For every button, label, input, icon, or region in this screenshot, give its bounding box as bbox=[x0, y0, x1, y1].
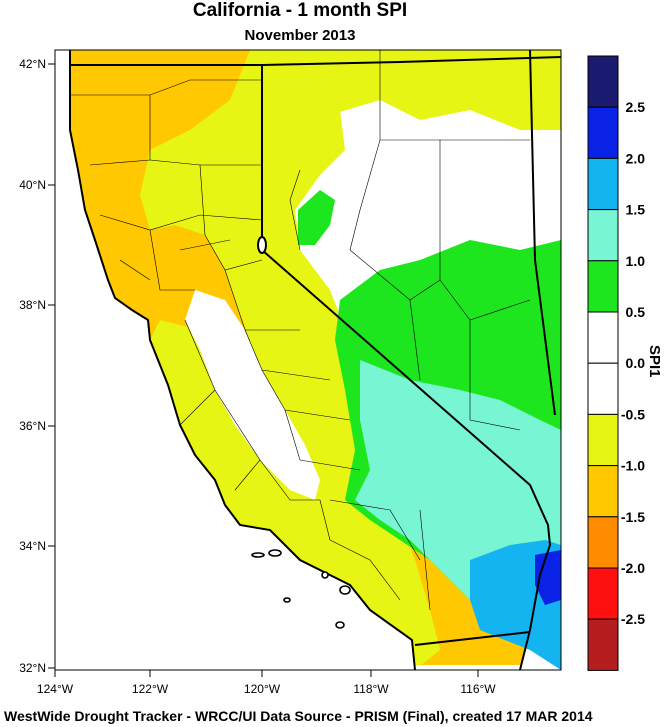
colorbar-bin bbox=[587, 106, 619, 159]
colorbar-bin bbox=[587, 465, 619, 518]
colorbar-bin bbox=[587, 209, 619, 262]
lat-label-42: 42°N bbox=[19, 57, 46, 71]
county-boundaries bbox=[70, 79, 431, 611]
colorbar-tick-label: -1.0 bbox=[621, 458, 645, 474]
map-plot-area bbox=[55, 50, 561, 670]
colorbar-bin bbox=[587, 157, 619, 211]
lat-label-34: 34°N bbox=[19, 539, 46, 553]
colorbar-label: SPI1 bbox=[646, 345, 663, 378]
colorbar-tick-label: 0.0 bbox=[626, 355, 646, 371]
lon-label-124: 124°W bbox=[37, 682, 74, 696]
colorbar-tick-label: 0.5 bbox=[626, 304, 646, 320]
lon-label-118: 118°W bbox=[353, 682, 389, 696]
lat-label-36: 36°N bbox=[19, 419, 46, 433]
mexico-land bbox=[415, 665, 520, 670]
colorbar-bin bbox=[587, 618, 619, 671]
spi-dry-mild-north bbox=[262, 50, 561, 130]
colorbar-tick-label: 1.5 bbox=[626, 202, 646, 218]
colorbar-tick-label: -2.5 bbox=[621, 611, 645, 627]
colorbar-bin bbox=[587, 362, 619, 415]
colorbar-bin bbox=[587, 567, 619, 620]
lat-label-38: 38°N bbox=[19, 298, 46, 312]
spi-wet-moderate-tahoe bbox=[298, 190, 335, 245]
colorbar-bin bbox=[587, 516, 619, 569]
spi-wet-extreme-zone bbox=[535, 550, 561, 605]
state-boundaries bbox=[70, 50, 561, 670]
colorbar-bin bbox=[587, 311, 619, 364]
map-subtitle: November 2013 bbox=[244, 27, 356, 44]
lon-label-116: 116°W bbox=[460, 682, 496, 696]
footer-credits: WestWide Drought Tracker - WRCC/UI Data … bbox=[4, 708, 593, 724]
colorbar-tick-label: 2.0 bbox=[626, 150, 646, 166]
map-figure: 42°N 40°N 38°N 36°N 34°N 32°N 124°W 122°… bbox=[19, 49, 663, 696]
lat-label-32: 32°N bbox=[19, 661, 46, 675]
colorbar-bin bbox=[587, 260, 619, 313]
colorbar-tick-label: -0.5 bbox=[621, 406, 645, 422]
lake-tahoe bbox=[257, 236, 267, 254]
lat-label-40: 40°N bbox=[19, 178, 46, 192]
colorbar-tick-label: 2.5 bbox=[626, 99, 646, 115]
channel-islands bbox=[251, 549, 351, 629]
lon-label-122: 122°W bbox=[132, 682, 169, 696]
central-valley-normal bbox=[185, 290, 320, 500]
colorbar-bin bbox=[587, 413, 619, 467]
colorbar-bin bbox=[587, 55, 619, 108]
map-title: California - 1 month SPI bbox=[192, 0, 408, 21]
latitude-axis: 42°N 40°N 38°N 36°N 34°N 32°N bbox=[19, 57, 55, 675]
nevada-county-boundaries bbox=[349, 50, 531, 431]
lon-label-120: 120°W bbox=[244, 682, 281, 696]
longitude-axis: 124°W 122°W 120°W 118°W 116°W bbox=[37, 670, 496, 696]
colorbar-tick-label: 1.0 bbox=[626, 253, 646, 269]
colorbar-tick-label: -2.0 bbox=[621, 560, 645, 576]
colorbar-tick-label: -1.5 bbox=[621, 509, 645, 525]
spi-colorbar: 2.5 2.0 1.5 1.0 0.5 0.0 -0.5 -1.0 -1.5 -2.0 -2.5 bbox=[587, 55, 646, 671]
map-frame bbox=[54, 49, 562, 671]
spi-wet-severe-zone bbox=[355, 360, 561, 600]
